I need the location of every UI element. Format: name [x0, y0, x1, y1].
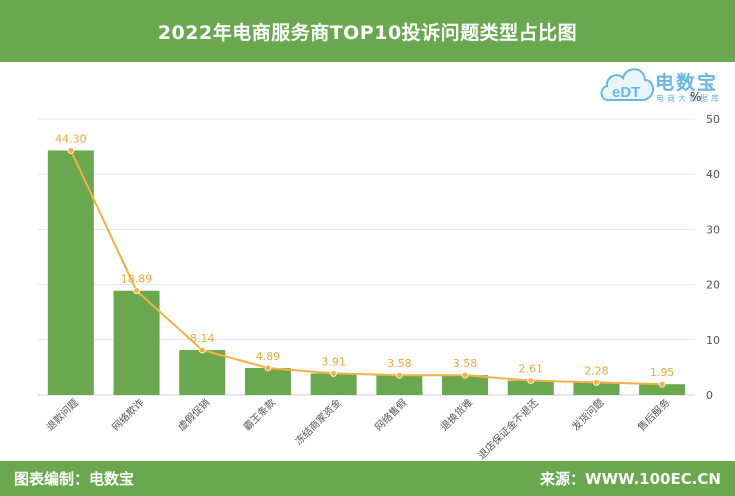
data-label: 2.61	[519, 363, 544, 376]
bar	[310, 373, 357, 395]
data-label: 3.58	[387, 357, 412, 370]
footer-source: 来源：WWW.100EC.CN	[540, 470, 721, 488]
data-label: 3.58	[453, 357, 478, 370]
x-tick-label: 发货问题	[569, 396, 606, 433]
bar	[179, 350, 226, 395]
x-tick-label: 退款问题	[43, 396, 80, 433]
data-label: 3.91	[321, 355, 346, 368]
bar	[573, 382, 620, 395]
bar	[376, 375, 423, 395]
chart-header: 2022年电商服务商TOP10投诉问题类型占比图	[0, 0, 735, 62]
x-tick-label: 霸王条款	[241, 396, 278, 433]
trend-point	[198, 346, 206, 354]
logo-name: 电数宝	[655, 72, 719, 94]
x-tick-label: 网络欺诈	[109, 396, 146, 433]
trend-point	[395, 371, 403, 379]
footer-credit: 图表编制：电数宝	[14, 470, 135, 488]
x-tick-label: 退店保证金不退还	[475, 396, 541, 460]
data-label: 44.30	[55, 132, 87, 145]
bar	[244, 368, 291, 395]
y-tick-label: 30	[706, 223, 720, 236]
trend-point	[527, 377, 535, 384]
data-label: 18.89	[121, 273, 153, 286]
trend-point	[133, 287, 140, 295]
bar	[507, 380, 554, 395]
y-tick-label: 0	[706, 389, 713, 402]
y-tick-label: 10	[706, 334, 720, 347]
chart-title: 2022年电商服务商TOP10投诉问题类型占比图	[157, 21, 578, 44]
trend-point	[330, 370, 338, 377]
data-label: 2.28	[584, 364, 609, 377]
trend-point	[593, 379, 600, 386]
logo-subtitle: 电商大数据库	[656, 94, 722, 103]
y-tick-label: 40	[706, 168, 720, 181]
y-tick-label: 20	[706, 279, 720, 292]
data-label: 4.89	[256, 350, 281, 363]
x-tick-label: 退换货难	[438, 396, 475, 433]
trend-point	[461, 371, 469, 379]
bar-line-chart: 0 10 20 30 40 50 44.30 18.89 8.14 4.89 3.91 3.58 3.5…	[38, 113, 720, 460]
x-tick-label: 网络售假	[372, 396, 409, 433]
brand-logo: eDT 电数宝 电商大数据库	[598, 60, 728, 108]
chart-footer: 图表编制：电数宝 来源：WWW.100EC.CN	[0, 461, 735, 496]
trend-point	[264, 364, 272, 372]
bar	[639, 384, 686, 395]
trend-point	[67, 147, 75, 154]
y-axis-unit: %	[690, 90, 702, 104]
trend-point	[658, 380, 666, 388]
x-tick-label: 售后服务	[635, 396, 672, 433]
x-tick-label: 冻结商家资金	[292, 396, 344, 448]
bar	[113, 290, 160, 395]
x-tick-label: 虚假促销	[175, 396, 212, 433]
data-label: 8.14	[190, 332, 215, 345]
bar	[47, 150, 94, 395]
trend-line	[69, 150, 663, 386]
cloud-logo-icon: eDT	[600, 68, 654, 101]
logo-mark: eDT	[612, 84, 640, 101]
bar	[442, 375, 489, 395]
data-label: 1.95	[650, 366, 675, 379]
y-tick-label: 50	[706, 113, 720, 126]
